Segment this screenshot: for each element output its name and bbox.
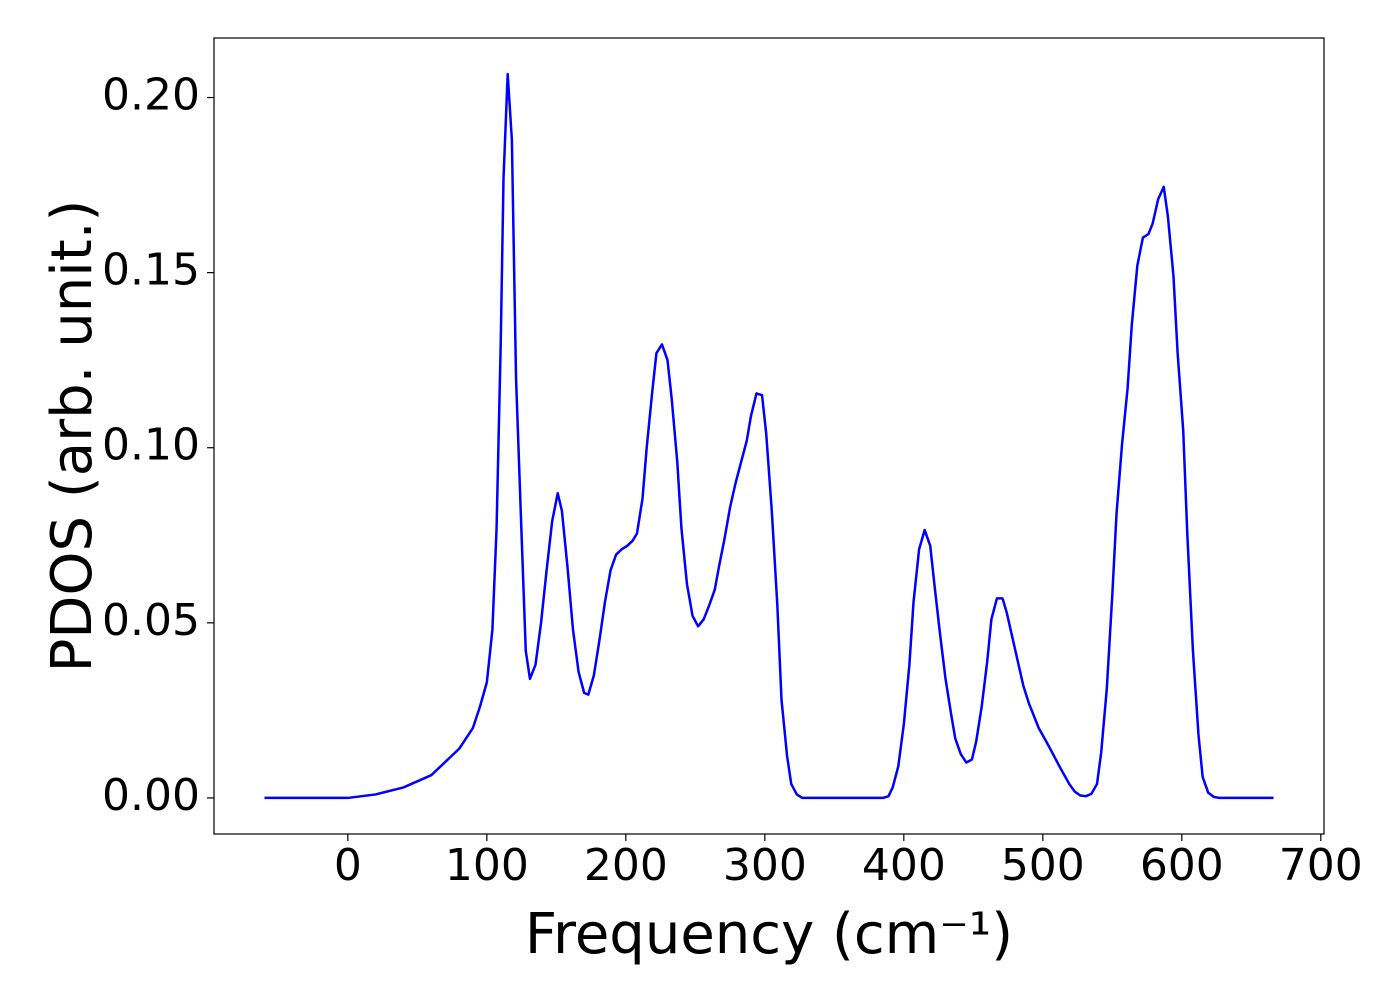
y-tick-label: 0.05 — [102, 595, 200, 646]
x-tick-label: 700 — [1279, 840, 1363, 891]
y-tick-label: 0.15 — [102, 245, 200, 296]
x-tick-label: 400 — [862, 840, 946, 891]
pdos-line — [264, 72, 1274, 800]
x-tick-label: 0 — [334, 840, 362, 891]
y-tick-label: 0.00 — [102, 770, 200, 821]
x-tick-label: 500 — [1001, 840, 1085, 891]
plot-frame — [213, 37, 1325, 835]
x-tick-label: 600 — [1140, 840, 1224, 891]
y-tick-label: 0.20 — [102, 70, 200, 121]
x-tick-label: 200 — [584, 840, 668, 891]
y-tick-label: 0.10 — [102, 420, 200, 471]
x-tick-label: 100 — [445, 840, 529, 891]
y-axis-label: PDOS (arb. unit.) — [40, 200, 105, 673]
x-tick-label: 300 — [723, 840, 807, 891]
x-axis-label: Frequency (cm⁻¹) — [525, 902, 1013, 967]
